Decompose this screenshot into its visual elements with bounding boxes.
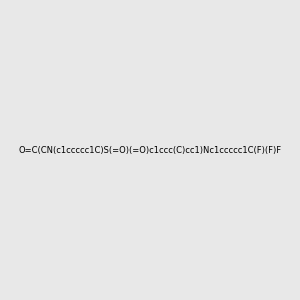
Text: O=C(CN(c1ccccc1C)S(=O)(=O)c1ccc(C)cc1)Nc1ccccc1C(F)(F)F: O=C(CN(c1ccccc1C)S(=O)(=O)c1ccc(C)cc1)Nc…	[18, 146, 282, 154]
